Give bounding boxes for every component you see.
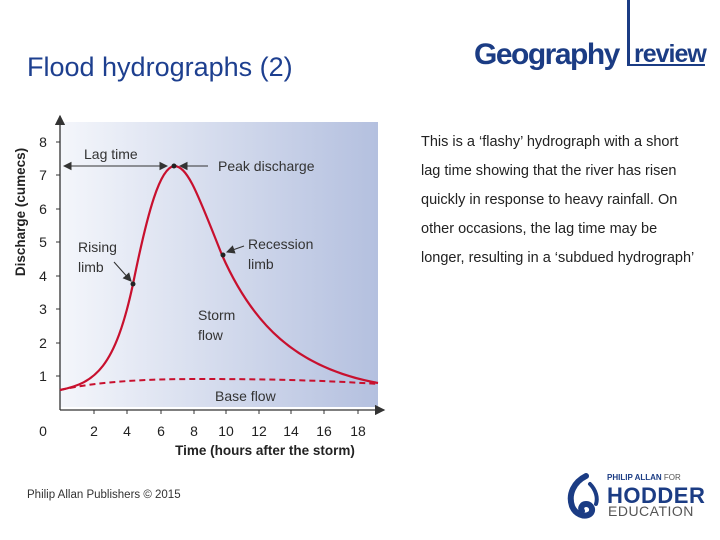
rising-limb-point [130, 281, 136, 287]
publisher-main-text: HODDER [607, 483, 706, 508]
logo-divider [627, 0, 630, 66]
footer-copyright: Philip Allan Publishers © 2015 [27, 489, 181, 501]
rising-limb-label: limb [78, 259, 104, 275]
storm-flow-label: flow [198, 327, 224, 343]
x-tick-label: 4 [123, 423, 131, 439]
recession-limb-arrow [225, 245, 245, 254]
y-tick-label: 5 [39, 234, 47, 250]
x-tick-label: 10 [218, 423, 234, 439]
y-tick-label: 7 [39, 167, 47, 183]
y-tick-label: 2 [39, 335, 47, 351]
x-tick-label: 12 [251, 423, 267, 439]
geography-logo-text: Geography [474, 38, 620, 71]
review-logo-text: review [634, 40, 707, 68]
slide-title: Flood hydrographs (2) [27, 52, 293, 82]
x-tick-label: 2 [90, 423, 98, 439]
base-flow-curve [59, 377, 379, 391]
hydrograph-diagram: 1 2 3 4 5 6 7 8 0 2 4 6 8 10 12 14 16 18… [13, 114, 386, 458]
y-axis-title: Discharge (cumecs) [13, 148, 28, 276]
x-tick-label: 6 [157, 423, 165, 439]
x-ticks [93, 410, 359, 414]
x-tick-label: 16 [316, 423, 332, 439]
y-tick-label: 4 [39, 268, 47, 284]
peak-discharge-label: Peak discharge [218, 158, 315, 174]
rising-limb-label: Rising [78, 239, 117, 255]
publisher-sub-text: EDUCATION [608, 503, 694, 519]
recession-limb-label: limb [248, 256, 274, 272]
x-axis-title: Time (hours after the storm) [175, 443, 355, 458]
x-tick-label: 0 [39, 423, 47, 439]
lag-time-label: Lag time [84, 146, 138, 162]
publisher-top-text: PHILIP ALLAN FOR [607, 473, 681, 482]
rising-limb-arrow [113, 261, 132, 282]
description-text: This is a ‘flashy’ hydrograph with a sho… [421, 134, 695, 266]
x-tick-label: 18 [350, 423, 366, 439]
y-tick-label: 3 [39, 301, 47, 317]
base-flow-label: Base flow [215, 388, 277, 404]
y-tick-label: 8 [39, 134, 47, 150]
publisher-for-text: FOR [663, 473, 681, 482]
y-tick-label: 1 [39, 368, 47, 384]
x-tick-label: 14 [283, 423, 299, 439]
storm-flow-label: Storm [198, 307, 235, 323]
logo-underline [627, 64, 705, 66]
recession-limb-label: Recession [248, 236, 313, 252]
y-tick-label: 6 [39, 201, 47, 217]
peak-point [171, 163, 177, 169]
recession-limb-point [220, 252, 226, 258]
hodder-swirl-icon [567, 473, 599, 519]
publisher-top-name: PHILIP ALLAN [607, 473, 662, 482]
x-tick-label: 8 [190, 423, 198, 439]
y-ticks [56, 141, 60, 377]
